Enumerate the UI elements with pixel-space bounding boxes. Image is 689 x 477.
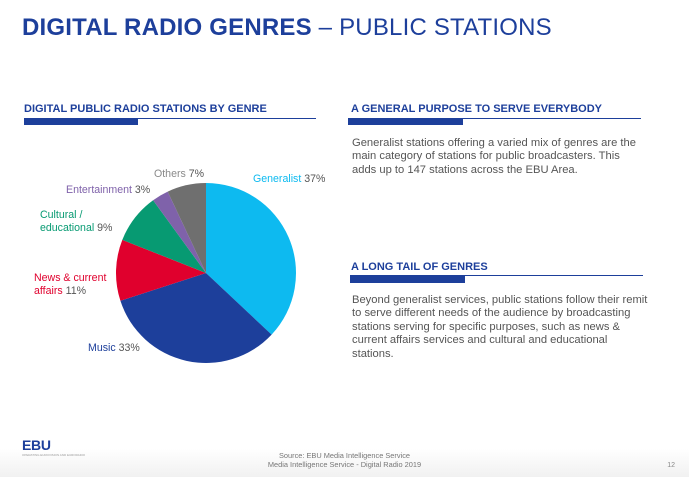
footer-band [0,449,689,477]
section-rule-general-purpose [348,118,641,119]
pie-slice-others [167,183,206,273]
source-note: Source: EBU Media Intelligence Service M… [267,451,422,469]
label-music: Music 33% [88,342,140,354]
page-title: DIGITAL RADIO GENRES – PUBLIC STATIONS [22,14,552,42]
label-others: Others 7% [154,168,205,180]
section-heading-general-purpose: A GENERAL PURPOSE TO SERVE EVERYBODY [351,103,603,115]
chart-heading-rule [24,118,316,119]
page-title-bold: DIGITAL RADIO GENRES [22,14,312,41]
page-number: 12 [667,462,675,469]
label-entertainment: Entertainment 3% [66,184,151,196]
label-generalist: Generalist 37% [253,173,326,185]
pie-slice-cultural-educational [122,200,206,273]
section-body-long-tail: Beyond generalist services, public stati… [352,294,648,360]
ebu-logo: EBU [22,437,51,453]
pie-slice-music [120,273,272,364]
label-news-current-affairs: News & current affairs 11% [34,272,107,297]
section-bar-long-tail [350,276,465,283]
chart-heading-bar [24,118,138,125]
pie-slice-entertainment [153,191,206,273]
page-title-rest: – PUBLIC STATIONS [311,14,552,41]
section-rule-long-tail [350,275,643,276]
chart-heading: DIGITAL PUBLIC RADIO STATIONS BY GENRE [24,103,267,115]
section-heading-long-tail: A LONG TAIL OF GENRES [351,261,488,273]
pie-slices [116,183,297,364]
pie-slice-news-current-affairs [116,239,206,301]
section-bar-general-purpose [348,118,463,125]
section-body-general-purpose: Generalist stations offering a varied mi… [352,137,636,176]
label-cultural-educational: Cultural / educational 9% [40,209,113,234]
ebu-logo-tagline: OPERATING EUROVISION AND EURORADIO [22,453,86,457]
pie-slice-generalist [206,183,297,335]
